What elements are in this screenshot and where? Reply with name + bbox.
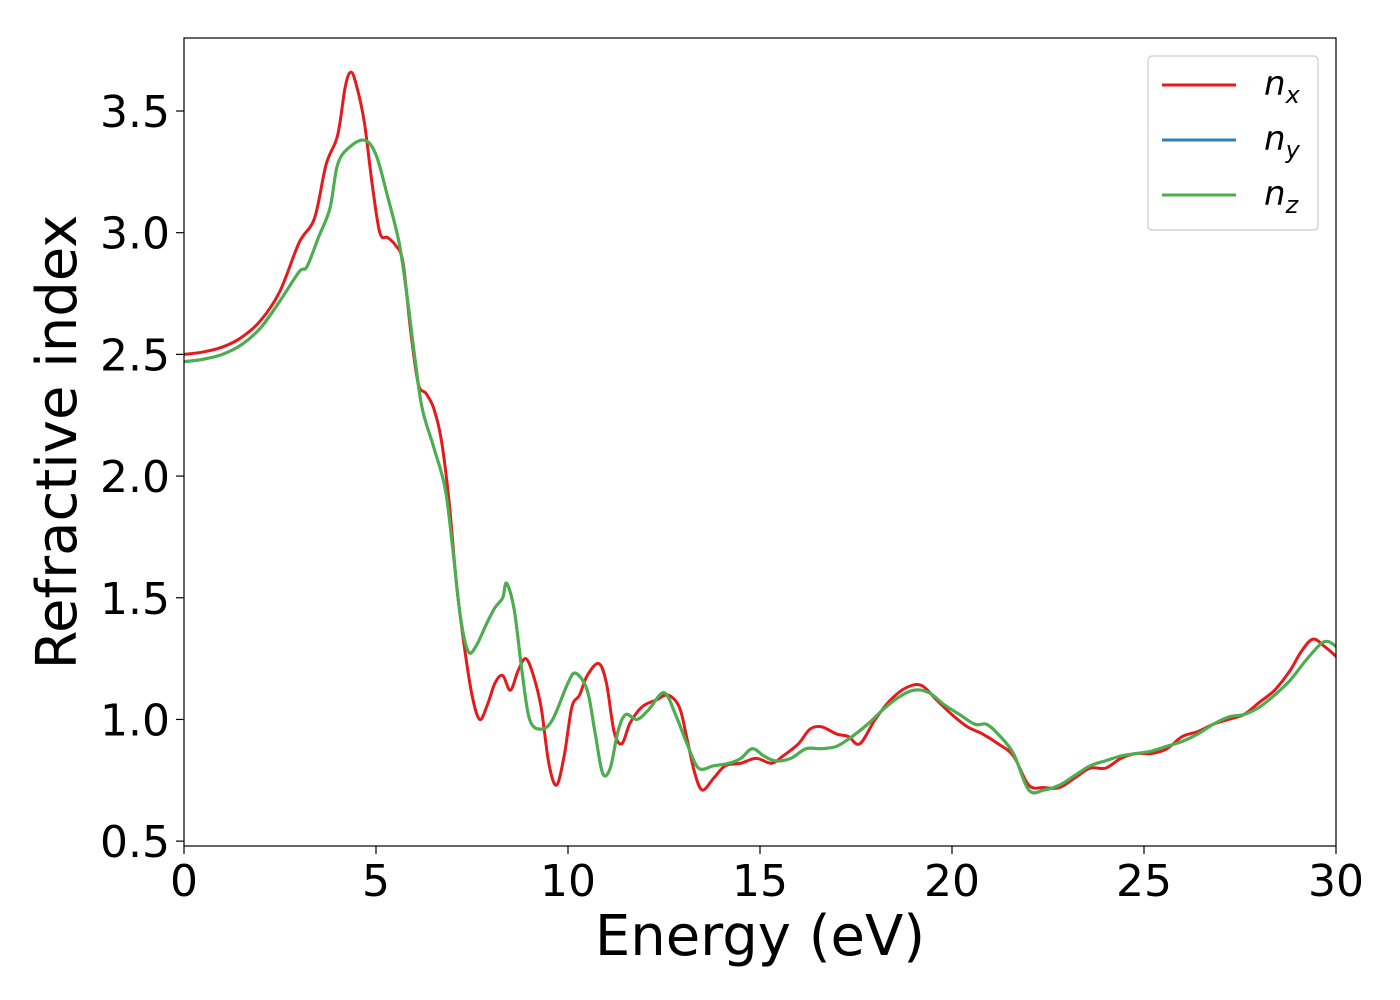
legend-label-nx: nx — [1264, 64, 1301, 109]
x-tick-label: 0 — [170, 856, 198, 907]
y-tick-label: 1.5 — [100, 574, 170, 625]
series-layer — [184, 70, 1336, 795]
y-tick-label: 2.5 — [100, 330, 170, 381]
legend-label-nz: nz — [1264, 174, 1300, 219]
legend-frame — [1147, 55, 1319, 231]
x-tick-label: 25 — [1116, 856, 1172, 907]
legend: nx ny nz — [1147, 55, 1319, 231]
y-axis-ticks: 0.5 1.0 1.5 2.0 2.5 3.0 3.5 — [100, 87, 184, 868]
x-axis-title: Energy (eV) — [595, 904, 925, 969]
y-tick-label: 3.5 — [100, 87, 170, 138]
x-tick-label: 10 — [540, 856, 596, 907]
x-tick-label: 5 — [362, 856, 390, 907]
x-tick-label: 20 — [924, 856, 980, 907]
x-tick-label: 15 — [732, 856, 788, 907]
y-tick-label: 2.0 — [100, 452, 170, 503]
y-tick-label: 3.0 — [100, 209, 170, 260]
y-axis-title: Refractive index — [25, 215, 90, 670]
series-line-nz — [184, 138, 1336, 795]
x-tick-label: 30 — [1308, 856, 1364, 907]
legend-label-ny: ny — [1264, 119, 1301, 164]
series-line-nx — [184, 70, 1336, 792]
y-tick-label: 0.5 — [100, 817, 170, 868]
x-axis-ticks: 0 5 10 15 20 25 30 — [170, 846, 1364, 907]
y-tick-label: 1.0 — [100, 695, 170, 746]
series-line-ny — [184, 138, 1336, 795]
